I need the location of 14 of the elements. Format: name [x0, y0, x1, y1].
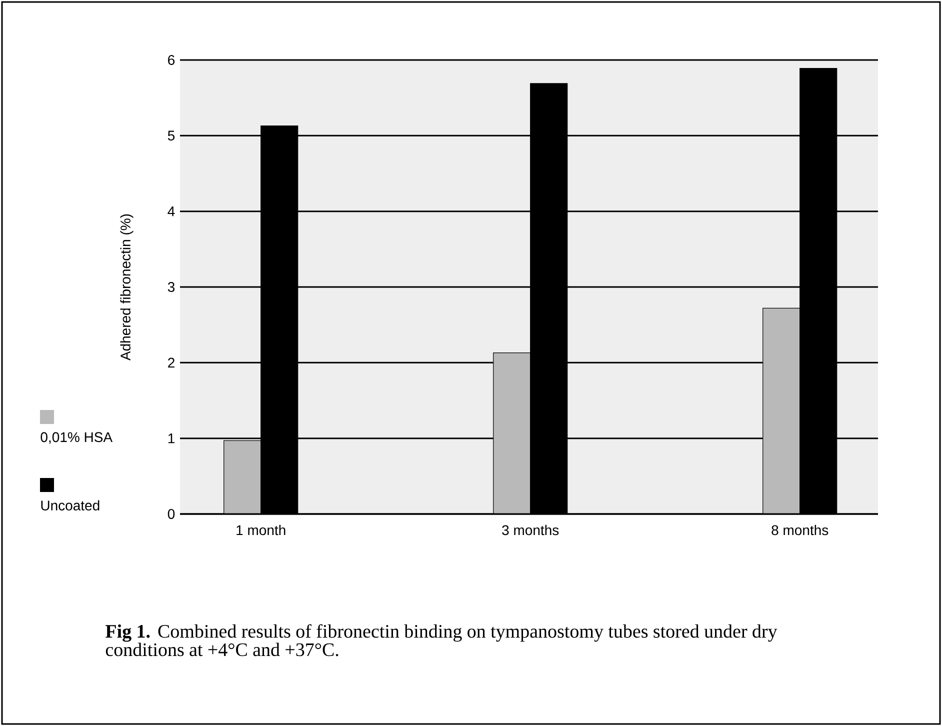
y-tick-label: 3: [168, 282, 175, 292]
x-tick-label: 1 month: [236, 524, 286, 536]
y-tick-label: 1: [168, 434, 174, 444]
legend-label: 0,01% HSA: [40, 432, 113, 444]
y-tick-label: 6: [168, 55, 175, 65]
y-tick-label: 0: [168, 509, 175, 519]
text: Fig 1. Combined results of fibronectin binding on tympanostomy tubes stored under dry conditions at +4°C and +37°C.: [106, 624, 778, 656]
x-tick-label: 8 months: [772, 524, 828, 536]
y-tick-label: 5: [168, 130, 175, 141]
y-tick-label: 4: [168, 206, 175, 216]
legend-label: Uncoated: [41, 500, 100, 510]
x-tick-label: 3 months: [502, 524, 559, 536]
y-axis-title: Adhered fibronectin (%): [120, 214, 134, 361]
y-tick-label: 2: [168, 358, 174, 368]
